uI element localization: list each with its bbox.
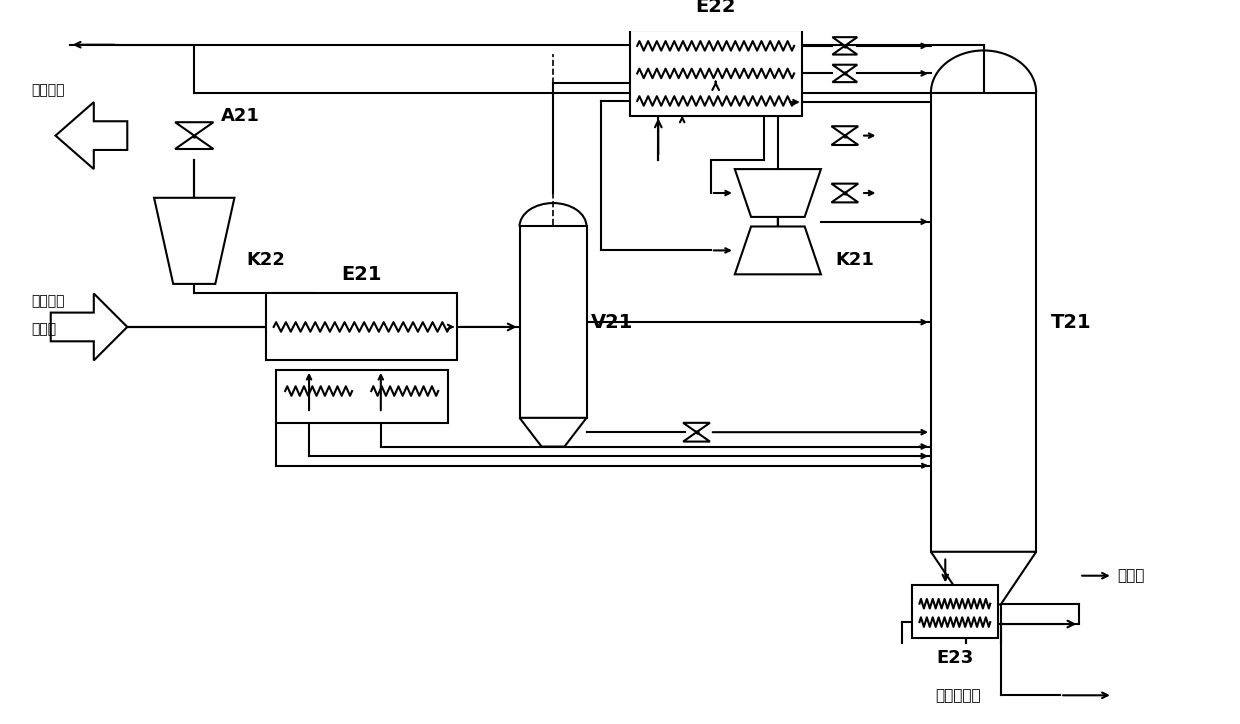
- Bar: [520, 227, 587, 418]
- Text: K22: K22: [247, 251, 285, 269]
- Polygon shape: [175, 122, 213, 135]
- Polygon shape: [735, 169, 821, 217]
- Text: 去脱乙烷塔: 去脱乙烷塔: [936, 688, 981, 703]
- Polygon shape: [735, 227, 821, 274]
- Polygon shape: [832, 135, 858, 145]
- Bar: [931, 93, 1037, 552]
- Text: E21: E21: [341, 265, 382, 284]
- Polygon shape: [175, 135, 213, 149]
- Polygon shape: [832, 184, 858, 193]
- Text: 外输干气: 外输干气: [31, 83, 66, 97]
- Polygon shape: [832, 37, 857, 46]
- Polygon shape: [683, 423, 711, 432]
- Text: A21: A21: [221, 107, 260, 125]
- Bar: [275, 370, 448, 423]
- Text: V21: V21: [591, 313, 634, 332]
- Text: E23: E23: [936, 649, 973, 668]
- Polygon shape: [832, 46, 857, 54]
- Text: 导热油: 导热油: [1117, 568, 1145, 584]
- Bar: [267, 293, 458, 361]
- Polygon shape: [832, 126, 858, 135]
- Text: 原料气: 原料气: [31, 322, 57, 337]
- Text: E22: E22: [696, 0, 735, 16]
- Bar: [630, 30, 802, 117]
- Polygon shape: [520, 418, 587, 447]
- Polygon shape: [56, 102, 128, 169]
- Polygon shape: [683, 432, 711, 442]
- Polygon shape: [832, 64, 857, 73]
- Polygon shape: [51, 293, 128, 361]
- Bar: [911, 585, 998, 638]
- Polygon shape: [931, 552, 1037, 605]
- Text: T21: T21: [1050, 313, 1091, 332]
- Text: 脱水后的: 脱水后的: [31, 294, 66, 308]
- Polygon shape: [832, 193, 858, 203]
- Text: K21: K21: [836, 251, 874, 269]
- Polygon shape: [832, 73, 857, 82]
- Polygon shape: [154, 198, 234, 284]
